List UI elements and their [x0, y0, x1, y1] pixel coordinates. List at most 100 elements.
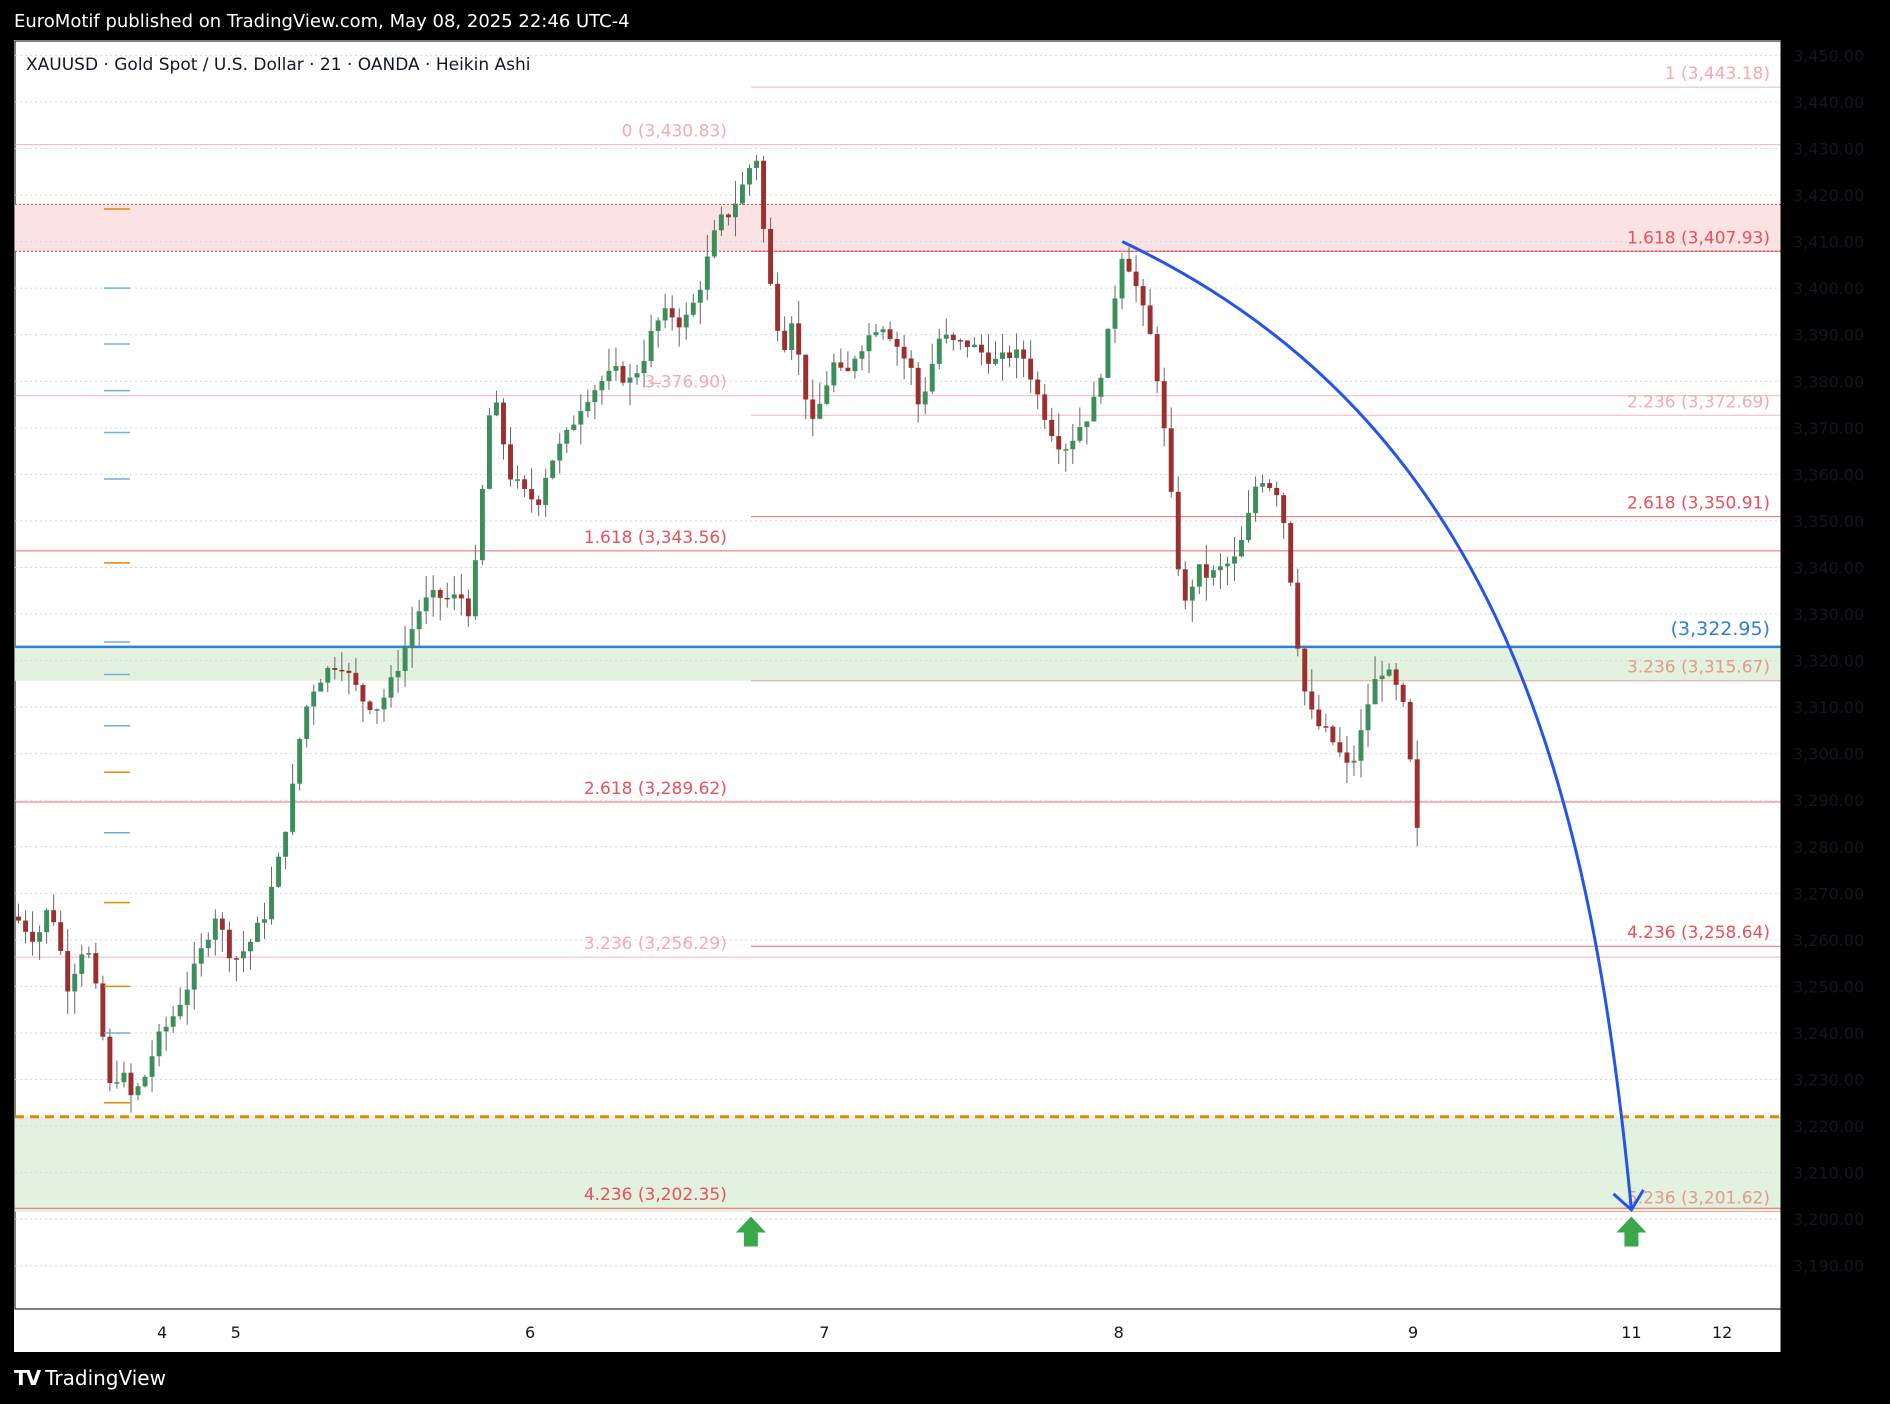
time-tick-label: 12 [1712, 1323, 1732, 1342]
candle-body [311, 691, 317, 707]
candle-body [690, 302, 696, 315]
candle-body [754, 160, 759, 169]
key-level-label: (3,322.95) [1671, 618, 1770, 640]
candle-body [1358, 730, 1364, 761]
candle-body [1267, 483, 1273, 488]
candle-body [93, 953, 99, 984]
candle-body [149, 1056, 155, 1077]
candle-body [1070, 440, 1076, 450]
candle-body [711, 230, 717, 257]
fib-label: 1 (3,443.18) [1665, 64, 1770, 84]
fib-label: 2.618 (3,350.91) [1627, 494, 1770, 514]
candle-body [1154, 334, 1160, 382]
candle-body [824, 385, 830, 404]
candle-body [184, 989, 190, 1005]
candle-body [444, 597, 450, 600]
price-tick-label: 3,220.00 [1793, 1117, 1864, 1136]
candle-body [1246, 513, 1251, 540]
candle-body [676, 317, 682, 328]
candle-body [1337, 742, 1343, 753]
candle-body [845, 367, 851, 372]
price-chart[interactable]: 0 (3,430.83) 3.̶376.90) 1.618 (3,343.56) 2.… [0, 0, 1890, 1352]
candle-body [929, 363, 935, 392]
candle-body [936, 338, 942, 364]
candle-body [747, 168, 752, 185]
candle-body [1253, 486, 1259, 514]
candle-body [529, 489, 535, 500]
fib-label: 1.618 (3,343.56) [584, 528, 727, 548]
candle-body [121, 1072, 127, 1083]
candle-body [880, 329, 886, 333]
candle-body [219, 918, 225, 930]
candle-body [1056, 436, 1062, 450]
price-tick-label: 3,380.00 [1793, 372, 1864, 391]
candle-body [515, 479, 521, 481]
candle-body [1049, 419, 1055, 437]
candle-body [1147, 305, 1153, 335]
candle-body [269, 886, 275, 920]
candle-body [1330, 726, 1336, 743]
candle-body [761, 160, 767, 229]
green-upper-zone [15, 646, 1781, 681]
candle-body [1393, 669, 1399, 685]
candle-body [655, 320, 661, 331]
candle-body [367, 701, 373, 711]
time-tick-label: 7 [819, 1323, 829, 1342]
candle-body [1000, 352, 1005, 359]
candle-body [1379, 675, 1385, 680]
candle-body [1344, 752, 1350, 763]
candle-body [1161, 381, 1167, 429]
price-tick-label: 3,210.00 [1793, 1164, 1864, 1183]
candle-body [571, 424, 577, 430]
candle-body [479, 488, 485, 561]
candle-body [641, 360, 647, 374]
candle-body [332, 668, 338, 670]
candle-body [212, 918, 218, 940]
candle-body [1400, 684, 1406, 702]
candle-body [1260, 483, 1266, 487]
candle-body [501, 402, 506, 445]
candle-body [536, 499, 542, 505]
fib-label: 2.236 (3,372.69) [1627, 392, 1770, 412]
candle-body [30, 931, 36, 942]
candle-body [177, 1004, 183, 1017]
publisher-header: EuroMotif published on TradingView.com, … [0, 0, 1890, 40]
price-tick-label: 3,300.00 [1793, 745, 1864, 764]
candle-body [423, 597, 429, 612]
tradingview-logo-icon: TV [14, 1366, 41, 1390]
candle-body [486, 415, 492, 489]
candle-body [1133, 271, 1139, 287]
candle-body [142, 1076, 148, 1087]
candle-body [318, 682, 324, 692]
price-tick-label: 3,240.00 [1793, 1024, 1864, 1043]
tradingview-brand[interactable]: TV TradingView [14, 1366, 166, 1390]
candle-body [725, 214, 731, 218]
candle-body [732, 203, 738, 218]
candle-body [508, 444, 513, 480]
time-tick-label: 4 [157, 1323, 167, 1342]
candle-body [810, 399, 816, 419]
candle-body [1175, 491, 1181, 570]
candle-body [592, 390, 598, 403]
candle-body [72, 973, 78, 992]
candle-body [1028, 358, 1034, 380]
fib-label: 0 (3,430.83) [622, 122, 727, 142]
forecast-arrow-curve[interactable] [1121, 240, 1633, 1210]
candle-body [494, 402, 499, 416]
candle-body [543, 477, 549, 505]
brand-name: TradingView [45, 1366, 166, 1390]
candle-body [1014, 349, 1020, 359]
candle-body [620, 366, 626, 383]
candle-body [627, 377, 633, 383]
candle-body [163, 1026, 169, 1032]
candle-body [135, 1086, 141, 1096]
candle-body [1077, 427, 1083, 441]
candle-body [873, 332, 879, 336]
candle-body [1119, 258, 1125, 299]
candle-body [458, 594, 464, 599]
price-tick-label: 3,390.00 [1793, 326, 1864, 345]
candle-body [887, 329, 893, 339]
candle-body [1407, 701, 1413, 760]
price-tick-label: 3,410.00 [1793, 233, 1864, 252]
